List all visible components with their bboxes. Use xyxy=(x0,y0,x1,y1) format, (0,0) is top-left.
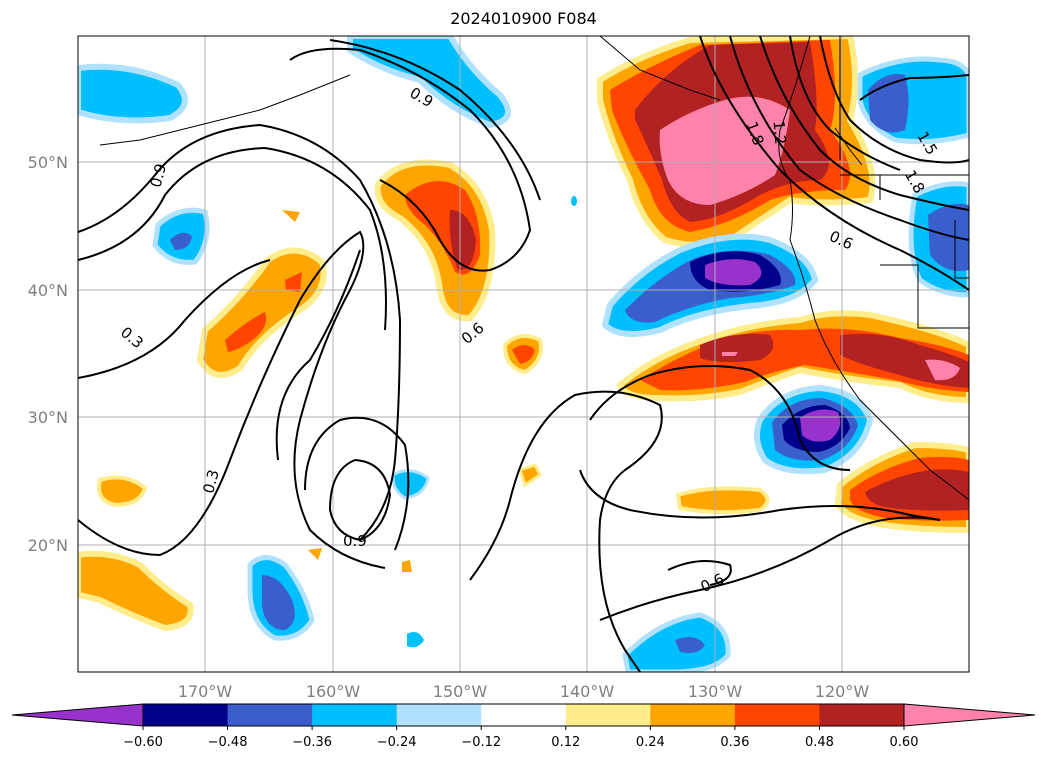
colorbar-segment xyxy=(650,704,736,726)
colorbar-tick-label: 0.60 xyxy=(890,735,919,750)
colorbar-outline xyxy=(142,703,905,727)
colorbar-segment xyxy=(227,704,313,726)
colorbar-tick-label: −0.60 xyxy=(123,735,163,750)
neg-anomaly-nw xyxy=(78,63,188,124)
colorbar-tick-label: −0.12 xyxy=(461,735,501,750)
lon-label: 150°W xyxy=(433,682,488,701)
contour-label: 0.9 xyxy=(147,162,171,190)
lon-label: 130°W xyxy=(688,682,743,701)
contour-label: 0.6 xyxy=(827,227,856,253)
longitude-labels: 170°W 160°W 150°W 140°W 130°W 120°W xyxy=(178,682,870,701)
colorbar-extend-high xyxy=(903,703,1036,727)
colorbar-tick-label: −0.24 xyxy=(377,735,417,750)
contours xyxy=(78,36,969,672)
contour-label: 0.9 xyxy=(343,532,367,550)
lat-label: 40°N xyxy=(28,281,68,300)
colorbar-segment xyxy=(481,704,567,726)
contour-label: 1.2 xyxy=(769,120,789,145)
colorbar-segment xyxy=(143,704,229,726)
colorbar: −0.60 −0.48 −0.36 −0.24 −0.12 0.12 0.24 0.36 0.4… xyxy=(11,703,1036,750)
map-frame xyxy=(77,35,970,673)
contour-label: 0.3 xyxy=(199,468,223,496)
colorbar-segment xyxy=(312,704,398,726)
coastlines xyxy=(99,36,969,501)
pos-anomaly-west xyxy=(196,247,327,378)
lat-label: 50°N xyxy=(28,153,68,172)
colorbar-segment xyxy=(565,704,651,726)
shaded-field xyxy=(78,36,969,672)
colorbar-segment xyxy=(734,704,820,726)
lon-label: 160°W xyxy=(306,682,361,701)
lat-label: 20°N xyxy=(28,536,68,555)
colorbar-tick-label: 0.48 xyxy=(805,735,834,750)
lon-label: 170°W xyxy=(178,682,233,701)
colorbar-extend-low xyxy=(11,703,144,727)
colorbar-tick-label: 0.36 xyxy=(720,735,749,750)
contour-label: 0.6 xyxy=(458,319,488,348)
colorbar-segment xyxy=(819,704,905,726)
colorbar-segment xyxy=(396,704,482,726)
contour-label: 0.3 xyxy=(117,323,147,352)
colorbar-tick-label: −0.48 xyxy=(208,735,248,750)
colorbar-tick-label: 0.12 xyxy=(551,735,580,750)
lon-label: 140°W xyxy=(560,682,615,701)
colorbar-tick-label: 0.24 xyxy=(636,735,665,750)
lon-label: 120°W xyxy=(815,682,870,701)
latitude-labels: 50°N 40°N 30°N 20°N xyxy=(28,153,68,555)
lat-label: 30°N xyxy=(28,408,68,427)
map-title: 2024010900 F084 xyxy=(450,9,597,28)
contour-label: 0.6 xyxy=(698,570,727,596)
colorbar-tick-label: −0.36 xyxy=(292,735,332,750)
